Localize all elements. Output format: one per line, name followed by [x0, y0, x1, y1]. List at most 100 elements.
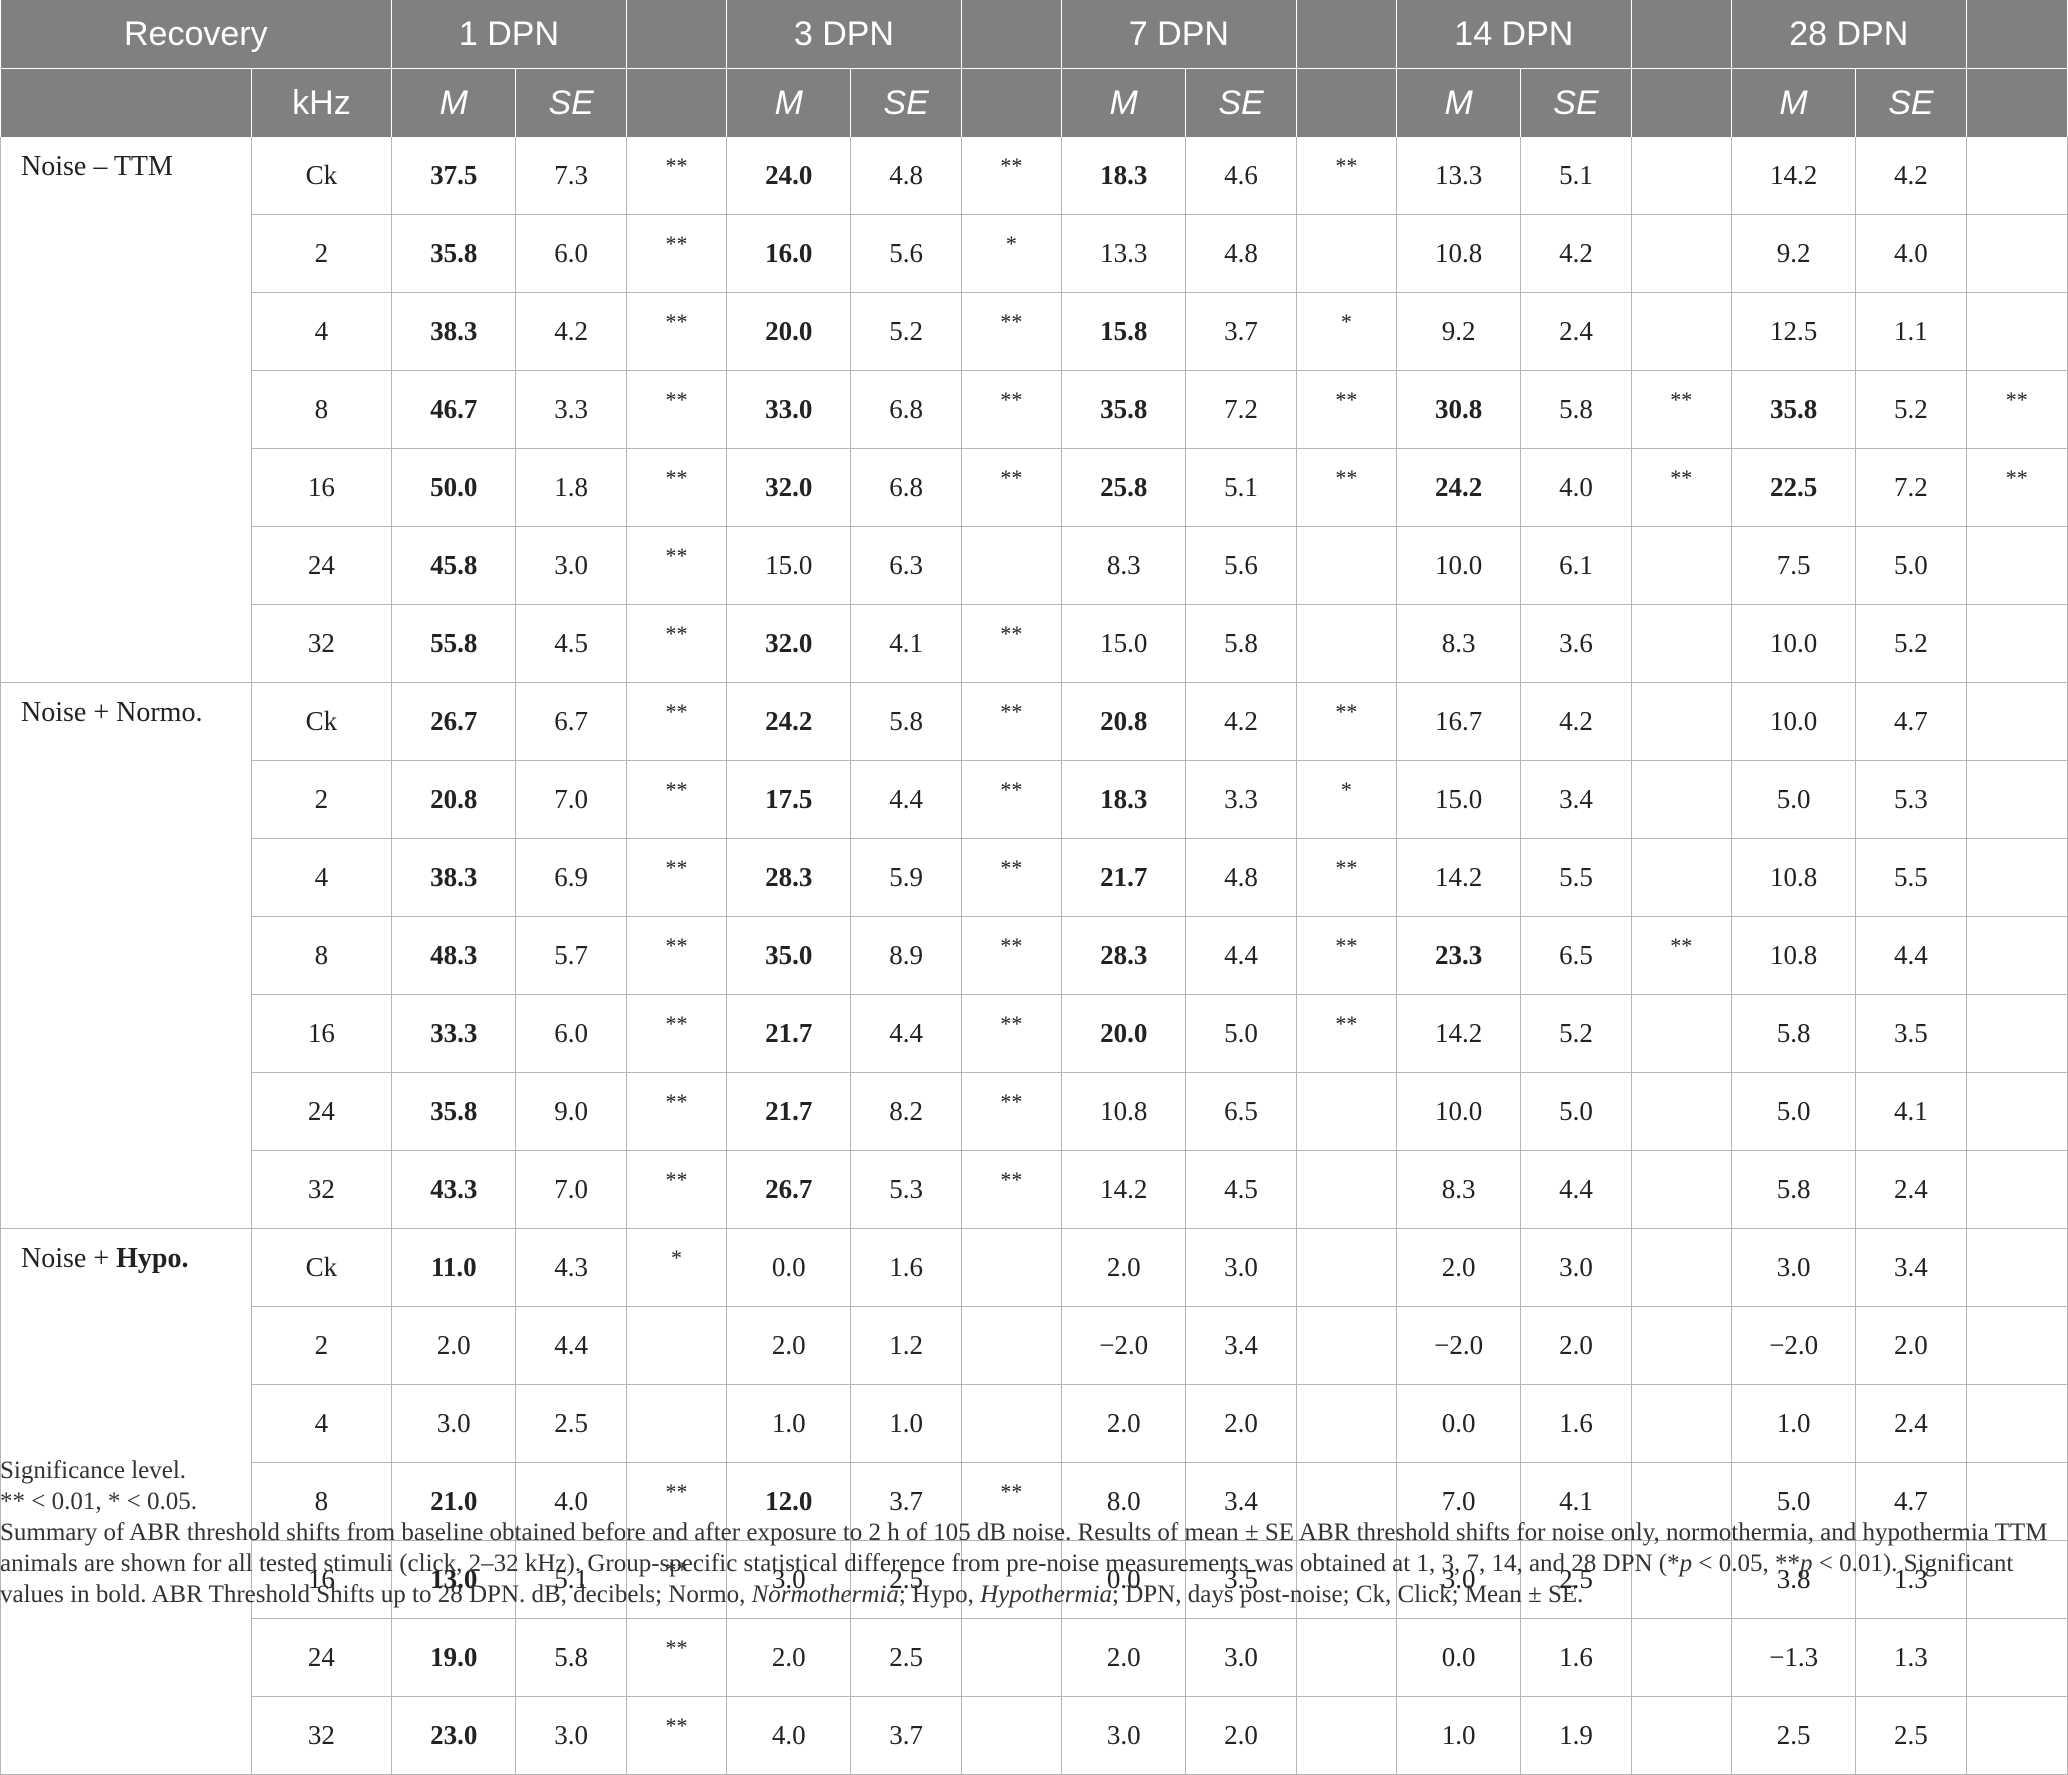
significance-cell: ** — [961, 1462, 1063, 1541]
header-spacer — [1966, 68, 2068, 137]
se-cell: 4.0 — [1520, 448, 1632, 527]
significance-cell: ** — [1631, 448, 1732, 527]
se-cell: 6.8 — [850, 370, 962, 449]
stimulus-cell: 24 — [251, 526, 393, 605]
se-cell: 4.7 — [1855, 682, 1967, 761]
significance-cell: ** — [1296, 994, 1397, 1073]
se-cell: 4.1 — [850, 604, 962, 683]
table-row: 16 50.0 1.8 ** 32.0 6.8 ** 25.8 5.1 ** 24.2 4.0 ** 22… — [1, 448, 2068, 527]
se-cell: 7.0 — [515, 760, 627, 839]
significance-cell: * — [626, 1228, 728, 1307]
mean-cell: 8.3 — [1396, 604, 1522, 683]
significance-cell — [1966, 1150, 2068, 1229]
se-cell: 5.2 — [1520, 994, 1632, 1073]
mean-cell: 24.2 — [1396, 448, 1522, 527]
significance-cell — [961, 1384, 1063, 1463]
significance-cell: ** — [961, 682, 1063, 761]
significance-cell — [1966, 1618, 2068, 1697]
mean-cell: 30.8 — [1396, 370, 1522, 449]
se-cell: 4.2 — [1855, 137, 1967, 215]
significance-cell: ** — [626, 1150, 728, 1229]
se-cell: 3.3 — [515, 370, 627, 449]
significance-cell — [1296, 1696, 1397, 1775]
table-row: 24 45.8 3.0 ** 15.0 6.3 8.3 5.6 10.0 6.1 7.5 5.0 — [1, 526, 2068, 605]
se-cell: 5.0 — [1855, 526, 1967, 605]
se-cell: 3.5 — [1855, 994, 1967, 1073]
mean-cell: 1.0 — [726, 1384, 852, 1463]
se-cell: 5.8 — [515, 1618, 627, 1697]
mean-cell: 14.2 — [1061, 1150, 1187, 1229]
mean-cell: 21.7 — [726, 1072, 852, 1151]
table-caption: Summary of ABR threshold shifts from bas… — [0, 1517, 2060, 1610]
header-se: SE — [1520, 68, 1632, 137]
se-cell: 6.1 — [1520, 526, 1632, 605]
mean-cell: 11.0 — [391, 1228, 517, 1307]
se-cell: 2.5 — [515, 1384, 627, 1463]
header-7dpn: 7 DPN — [1061, 0, 1297, 69]
mean-cell: 1.0 — [1731, 1384, 1857, 1463]
mean-cell: 15.0 — [1061, 604, 1187, 683]
se-cell: 7.2 — [1855, 448, 1967, 527]
se-cell: 5.1 — [1185, 448, 1297, 527]
stimulus-cell: 16 — [251, 1540, 393, 1619]
se-cell: 2.4 — [1520, 292, 1632, 371]
stimulus-cell: Ck — [251, 682, 393, 761]
mean-cell: 5.0 — [1731, 760, 1857, 839]
significance-cell: ** — [961, 1150, 1063, 1229]
header-khz: kHz — [251, 68, 393, 137]
significance-cell: ** — [1631, 370, 1732, 449]
se-cell: 3.0 — [515, 1696, 627, 1775]
significance-cell: ** — [1966, 448, 2068, 527]
significance-cell — [1296, 1072, 1397, 1151]
significance-cell — [1966, 526, 2068, 605]
se-cell: 2.5 — [850, 1618, 962, 1697]
significance-cell — [1631, 1696, 1732, 1775]
stimulus-cell: 8 — [251, 1462, 393, 1541]
significance-cell — [1296, 1150, 1397, 1229]
se-cell: 5.2 — [850, 292, 962, 371]
significance-cell — [1296, 1306, 1397, 1385]
mean-cell: 38.3 — [391, 292, 517, 371]
group-label: Noise – TTM — [0, 137, 252, 683]
mean-cell: 4.0 — [726, 1696, 852, 1775]
se-cell: 3.0 — [1520, 1228, 1632, 1307]
header-spacer — [1296, 68, 1397, 137]
se-cell: 5.6 — [850, 214, 962, 293]
mean-cell: −2.0 — [1396, 1306, 1522, 1385]
mean-cell: 8.0 — [1061, 1462, 1187, 1541]
significance-cell — [1631, 1072, 1732, 1151]
mean-cell: 7.5 — [1731, 526, 1857, 605]
table-row: 8 48.3 5.7 ** 35.0 8.9 ** 28.3 4.4 ** 23.3 6.5 ** 10.… — [1, 916, 2068, 995]
mean-cell: 2.0 — [726, 1618, 852, 1697]
significance-cell — [961, 1540, 1063, 1619]
mean-cell: 38.3 — [391, 838, 517, 917]
significance-cell — [1296, 1618, 1397, 1697]
caption-part: < 0.01). Significant values in bold. ABR… — [0, 1550, 2014, 1608]
significance-cell — [1966, 1540, 2068, 1619]
table-row: 2 35.8 6.0 ** 16.0 5.6 * 13.3 4.8 10.8 4.2 9.2 4.0 — [1, 214, 2068, 293]
header-blank — [0, 68, 252, 137]
significance-cell: ** — [626, 1462, 728, 1541]
se-cell: 4.2 — [515, 292, 627, 371]
se-cell: 7.2 — [1185, 370, 1297, 449]
se-cell: 4.4 — [850, 760, 962, 839]
mean-cell: 14.2 — [1731, 137, 1857, 215]
significance-cell — [1966, 916, 2068, 995]
stimulus-cell: 8 — [251, 916, 393, 995]
significance-cell — [1631, 1384, 1732, 1463]
significance-cell — [1296, 214, 1397, 293]
significance-cell: ** — [626, 1696, 728, 1775]
se-cell: 4.4 — [1855, 916, 1967, 995]
significance-cell: ** — [626, 682, 728, 761]
group-label-text: Noise – TTM — [21, 151, 173, 182]
significance-cell — [1631, 838, 1732, 917]
significance-cell — [626, 1384, 728, 1463]
stimulus-cell: 4 — [251, 292, 393, 371]
significance-cell — [1966, 760, 2068, 839]
caption-p-symbol: p — [1679, 1550, 1693, 1577]
se-cell: 2.0 — [1185, 1696, 1297, 1775]
mean-cell: 2.0 — [1396, 1228, 1522, 1307]
significance-cell: ** — [626, 1618, 728, 1697]
mean-cell: 16.7 — [1396, 682, 1522, 761]
se-cell: 4.3 — [515, 1228, 627, 1307]
